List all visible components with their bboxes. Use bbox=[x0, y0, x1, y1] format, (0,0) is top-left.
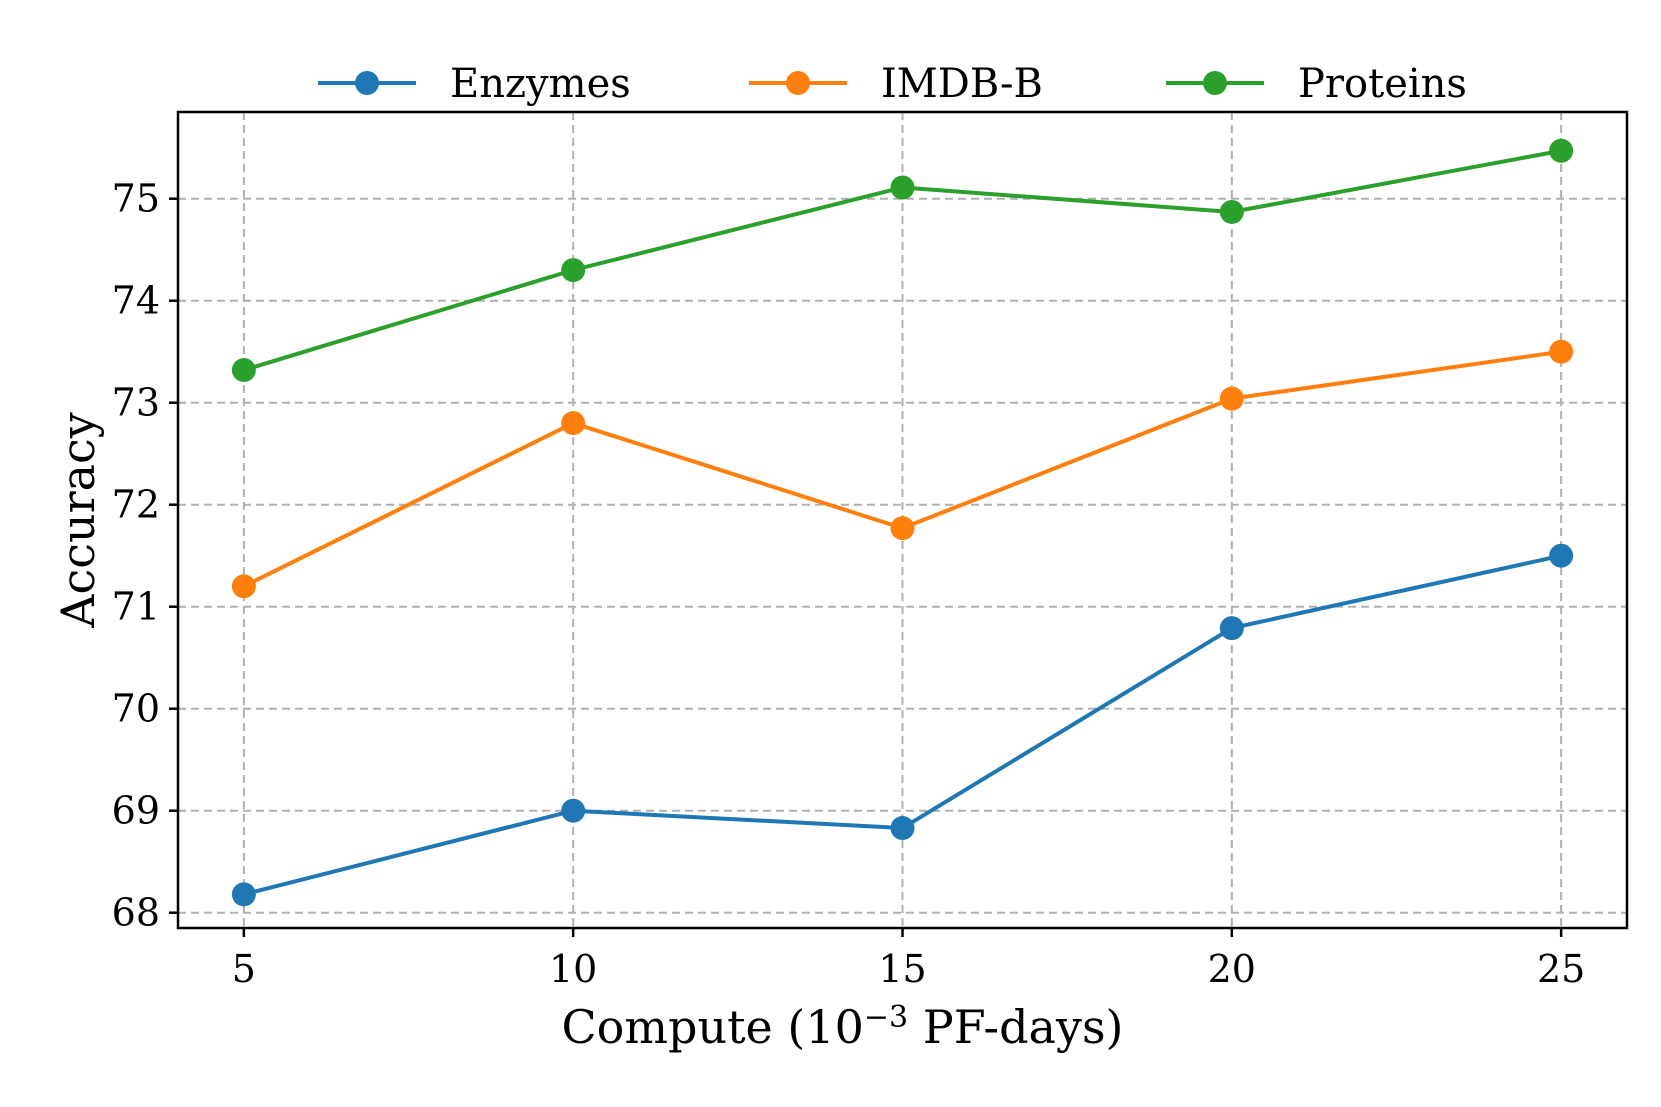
y-tick-label: 71 bbox=[112, 585, 160, 629]
data-point bbox=[231, 882, 256, 907]
data-point bbox=[561, 411, 586, 436]
data-point bbox=[1219, 616, 1244, 641]
data-point bbox=[561, 798, 586, 823]
x-axis-label: Compute (10−3 PF-days) bbox=[561, 1000, 1123, 1054]
data-point bbox=[1549, 339, 1574, 364]
data-point bbox=[890, 816, 915, 841]
legend-label: IMDB-B bbox=[881, 61, 1043, 107]
y-tick-label: 70 bbox=[112, 687, 160, 731]
x-tick-label: 15 bbox=[878, 947, 926, 991]
legend: Enzymes IMDB-B Proteins bbox=[318, 61, 1467, 107]
legend-marker bbox=[355, 71, 379, 95]
data-point bbox=[890, 516, 915, 541]
data-point bbox=[890, 175, 915, 200]
y-tick-label: 75 bbox=[112, 177, 160, 221]
y-tick-label: 74 bbox=[112, 279, 160, 323]
legend-label: Proteins bbox=[1298, 61, 1467, 107]
x-tick-label: 25 bbox=[1537, 947, 1585, 991]
x-tick-label: 20 bbox=[1208, 947, 1256, 991]
data-point bbox=[1549, 543, 1574, 568]
data-point bbox=[231, 574, 256, 599]
legend-label: Enzymes bbox=[450, 61, 631, 107]
data-point bbox=[1549, 138, 1574, 163]
x-tick-label: 10 bbox=[549, 947, 597, 991]
series-layer bbox=[231, 138, 1574, 907]
y-tick-label: 72 bbox=[112, 483, 160, 527]
legend-marker bbox=[786, 71, 810, 95]
y-tick-label: 68 bbox=[112, 891, 160, 935]
data-point bbox=[561, 258, 586, 283]
series-proteins bbox=[231, 138, 1574, 383]
legend-marker bbox=[1203, 71, 1227, 95]
grid-lines bbox=[178, 112, 1627, 928]
legend-item-imdb-b: IMDB-B bbox=[749, 61, 1043, 107]
data-point bbox=[1219, 386, 1244, 411]
series-enzymes bbox=[231, 543, 1574, 907]
legend-item-proteins: Proteins bbox=[1166, 61, 1467, 107]
axis-ticks: 5 10 15 20 25 68 69 70 71 72 73 74 75 bbox=[112, 177, 1586, 991]
y-tick-label: 69 bbox=[112, 789, 160, 833]
data-point bbox=[231, 358, 256, 383]
legend-item-enzymes: Enzymes bbox=[318, 61, 631, 107]
y-tick-label: 73 bbox=[112, 381, 160, 425]
data-point bbox=[1219, 199, 1244, 224]
y-axis-label: Accuracy bbox=[51, 412, 105, 629]
x-tick-label: 5 bbox=[232, 947, 256, 991]
series-imdb-b bbox=[231, 339, 1574, 599]
